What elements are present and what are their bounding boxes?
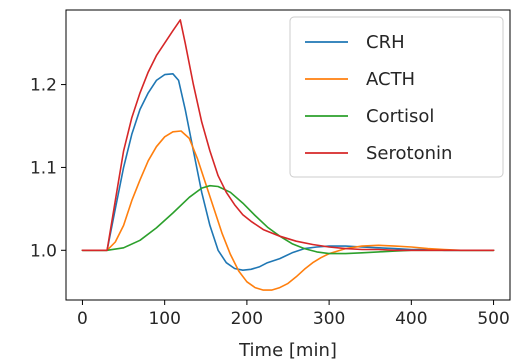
legend-box	[289, 16, 504, 178]
x-axis-ticks: 0 100 200 300 400 500	[77, 300, 510, 329]
legend-label-cortisol: Cortisol	[366, 106, 434, 127]
x-tick-label: 0	[77, 309, 88, 329]
series-layer	[81, 19, 495, 291]
x-tick-label: 100	[148, 309, 180, 329]
series-line-crh	[81, 73, 495, 271]
x-tick-label: 200	[231, 309, 263, 329]
legend: CRH ACTH Cortisol Serotonin	[289, 16, 504, 178]
legend-label-serotonin: Serotonin	[366, 143, 452, 164]
y-axis-ticks: 1.0 1.1 1.2	[30, 76, 66, 261]
legend-items: CRH ACTH Cortisol Serotonin	[305, 32, 452, 164]
x-tick-label: 400	[395, 309, 427, 329]
y-tick-label: 1.0	[30, 241, 57, 261]
series-line-cortisol	[81, 184, 495, 255]
y-tick-label: 1.2	[30, 76, 57, 96]
legend-label-crh: CRH	[366, 32, 405, 53]
series-line-serotonin	[81, 19, 495, 252]
legend-label-acth: ACTH	[366, 69, 415, 90]
x-tick-label: 500	[477, 309, 509, 329]
x-axis-label: Time [min]	[238, 340, 337, 361]
y-tick-label: 1.1	[30, 158, 57, 178]
series-line-acth	[81, 130, 495, 291]
x-tick-label: 300	[313, 309, 345, 329]
